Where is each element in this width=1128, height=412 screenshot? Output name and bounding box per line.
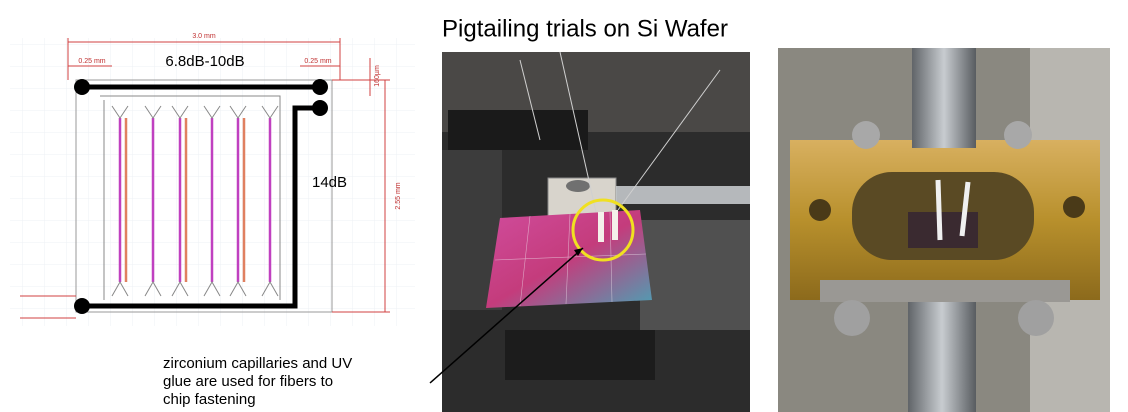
loss-label: 14dB [312, 174, 347, 191]
loss-label: 6.8dB-10dB [165, 53, 244, 70]
height-dimension: 2.55 mm [395, 182, 402, 209]
caption-line: zirconium capillaries and UV [163, 355, 352, 372]
width-dimension: 3.0 mm [192, 33, 216, 40]
chip-diagram: 3.0 mm 0.25 mm 0.25 mm 2.55 mm 160µm 6.8… [10, 33, 415, 326]
slide-title: Pigtailing trials on Si Wafer [442, 15, 728, 42]
caption-line: chip fastening [163, 391, 256, 408]
offset-dimension: 160µm [374, 65, 381, 87]
package-photo [778, 48, 1110, 412]
margin-dimension: 0.25 mm [78, 58, 105, 65]
margin-dimension: 0.25 mm [304, 58, 331, 65]
caption-line: glue are used for fibers to [163, 373, 333, 390]
slide: Pigtailing trials on Si Wafer 3.0 mm 0.2… [0, 0, 1128, 412]
wafer-photo [442, 52, 750, 412]
page: Pigtailing trials on Si Wafer 3.0 mm 0.2… [0, 0, 1128, 412]
